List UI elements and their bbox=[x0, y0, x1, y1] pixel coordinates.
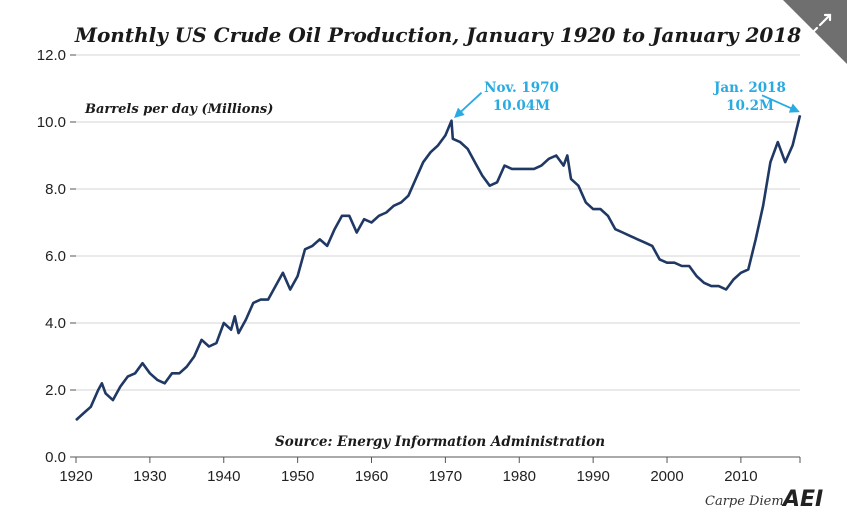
y-tick-label: 2.0 bbox=[45, 382, 66, 399]
aei-logo-text: AEI bbox=[781, 487, 823, 512]
y-tick-label: 0.0 bbox=[45, 449, 66, 466]
annotation-label: Nov. 1970 bbox=[484, 80, 559, 96]
chart-title: Monthly US Crude Oil Production, January… bbox=[74, 23, 801, 47]
x-tick-label: 1970 bbox=[429, 468, 462, 485]
x-tick-label: 1930 bbox=[133, 468, 166, 485]
y-tick-label: 6.0 bbox=[45, 248, 66, 265]
y-axis-label: Barrels per day (Millions) bbox=[84, 102, 273, 117]
annotation-value: 10.04M bbox=[493, 98, 550, 114]
series-line bbox=[75, 114, 802, 422]
x-tick-label: 1960 bbox=[355, 468, 388, 485]
annotation-value: 10.2M bbox=[726, 98, 774, 114]
y-tick-label: 10.0 bbox=[37, 114, 66, 131]
x-tick-label: 2010 bbox=[724, 468, 757, 485]
y-tick-label: 4.0 bbox=[45, 315, 66, 332]
source-note: Source: Energy Information Administratio… bbox=[275, 434, 605, 450]
x-tick-label: 1980 bbox=[503, 468, 536, 485]
annotation-arrow bbox=[454, 91, 483, 119]
aei-logo: AEI bbox=[781, 487, 823, 512]
x-tick-label: 1940 bbox=[207, 468, 240, 485]
x-axis: 1920 1930 1940 1950 1960 1970 1980 1990 2000 2010 bbox=[59, 457, 801, 485]
y-axis: 0.0 2.0 4.0 6.0 8.0 10.0 12.0 bbox=[37, 47, 76, 466]
x-tick-label: 2000 bbox=[650, 468, 683, 485]
x-tick-label: 1950 bbox=[281, 468, 314, 485]
y-tick-label: 12.0 bbox=[37, 47, 66, 64]
annotation-arrow bbox=[761, 94, 800, 113]
annotations: Nov. 1970 10.04M Jan. 2018 10.2M bbox=[454, 80, 800, 119]
series-group bbox=[75, 114, 802, 422]
annotation-label: Jan. 2018 bbox=[713, 80, 786, 96]
x-tick-label: 1920 bbox=[59, 468, 92, 485]
expand-button[interactable] bbox=[783, 0, 847, 64]
x-tick-label: 1990 bbox=[576, 468, 609, 485]
expand-arrows-icon bbox=[783, 0, 847, 64]
y-tick-label: 8.0 bbox=[45, 181, 66, 198]
brand-carpe-diem: Carpe Diem bbox=[705, 494, 784, 509]
grid bbox=[76, 54, 800, 458]
